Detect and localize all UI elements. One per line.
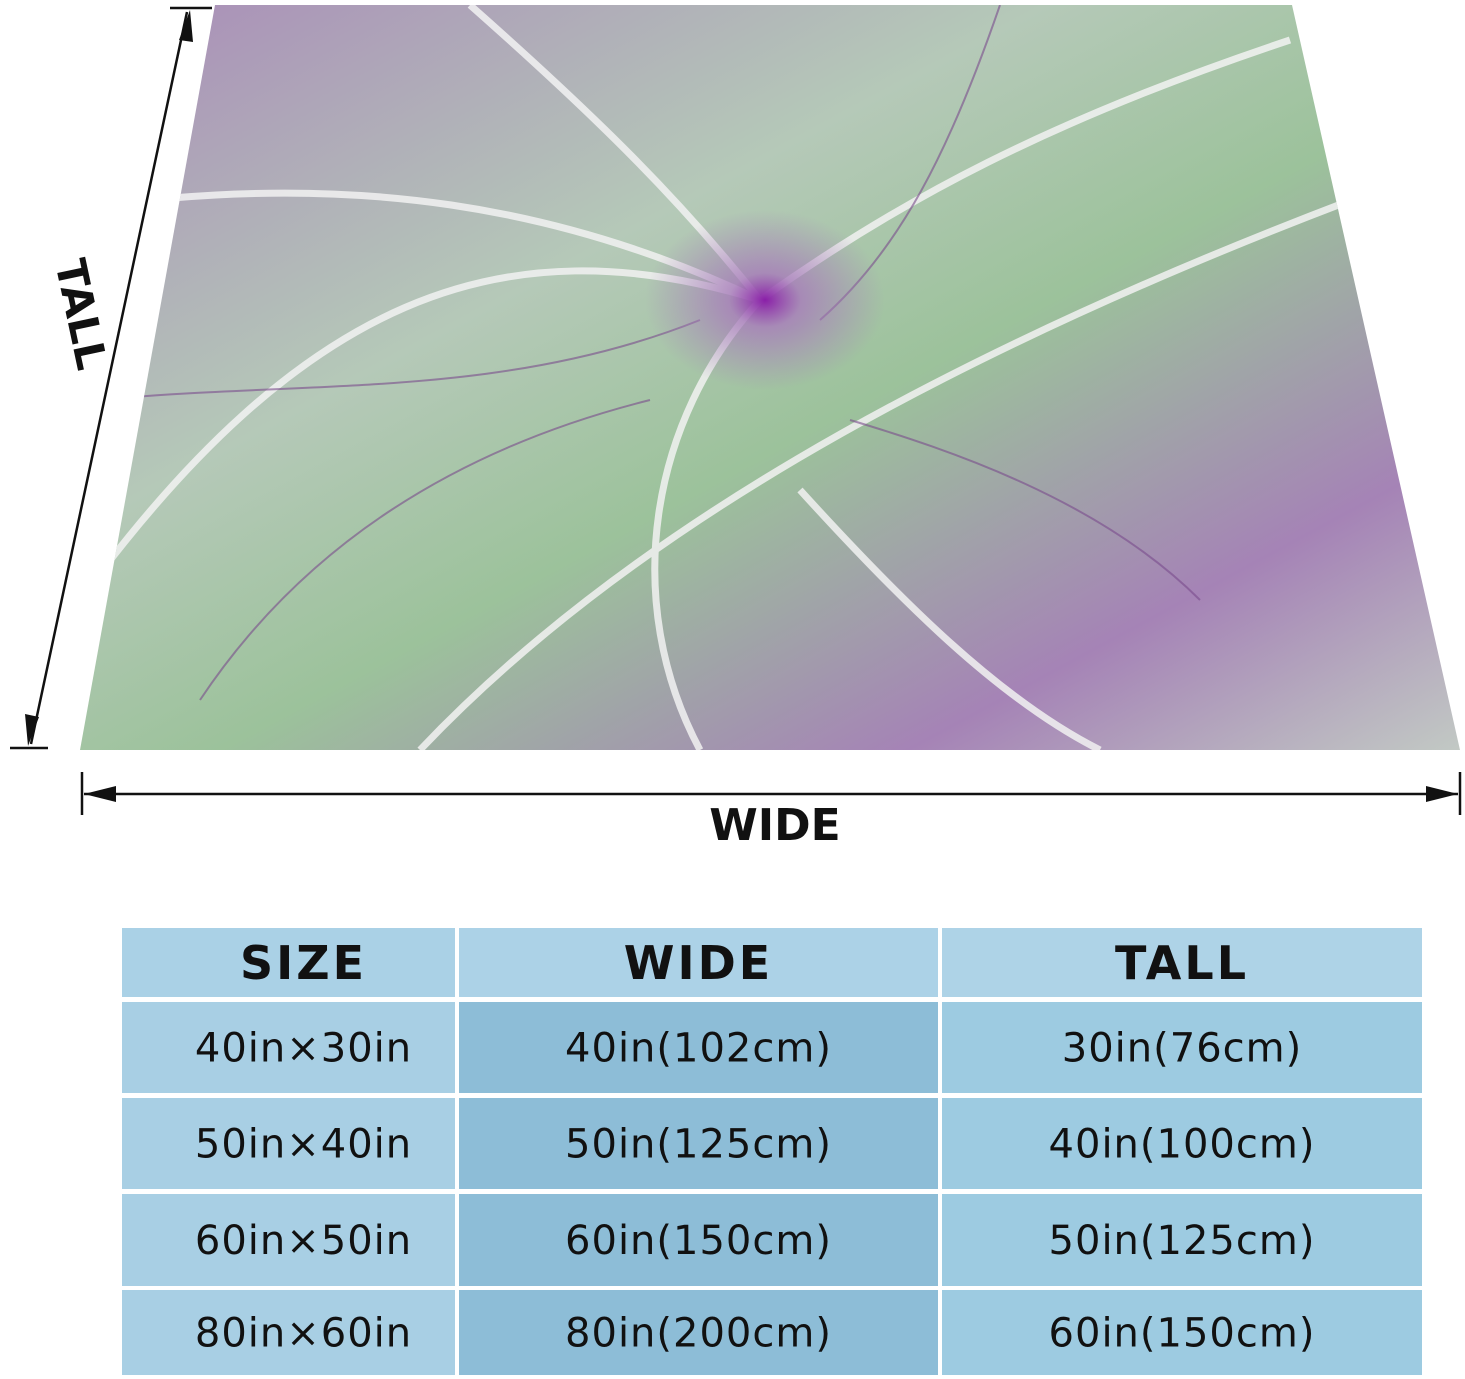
cell-text: 80in×60in bbox=[195, 1311, 412, 1357]
size-table: SIZE WIDE TALL 40in×30in 40in(102cm) 30in(76c… bbox=[122, 928, 1422, 1375]
table-cell bbox=[942, 1194, 1422, 1286]
table-cell bbox=[942, 1002, 1422, 1093]
table-cell bbox=[942, 1290, 1422, 1375]
cell-text: 40in×30in bbox=[195, 1026, 412, 1072]
cell-text: 40in(100cm) bbox=[1049, 1122, 1316, 1168]
cell-text: 60in×50in bbox=[195, 1218, 412, 1264]
table-cell bbox=[122, 1002, 455, 1093]
table-cell bbox=[459, 1290, 938, 1375]
table-cell bbox=[122, 1290, 455, 1375]
cell-text: 60in(150cm) bbox=[565, 1218, 832, 1264]
header-cell bbox=[459, 928, 938, 997]
tall-label: TALL bbox=[45, 255, 116, 374]
cell-text: 40in(102cm) bbox=[565, 1026, 832, 1072]
table-cell bbox=[122, 1194, 455, 1286]
wide-label: WIDE bbox=[709, 800, 840, 851]
cell-text: 50in(125cm) bbox=[1049, 1218, 1316, 1264]
blanket bbox=[80, 5, 1460, 750]
cell-text: 50in×40in bbox=[195, 1122, 412, 1168]
table-cell bbox=[459, 1098, 938, 1189]
header-cell bbox=[122, 928, 455, 997]
cell-text: 30in(76cm) bbox=[1062, 1026, 1302, 1072]
header-text: TALL bbox=[1115, 936, 1249, 990]
tall-arrow bbox=[10, 6, 212, 750]
cell-text: 50in(125cm) bbox=[565, 1122, 832, 1168]
header-cell bbox=[942, 928, 1422, 997]
table-cell bbox=[459, 1194, 938, 1286]
cell-text: 80in(200cm) bbox=[565, 1311, 832, 1357]
cell-text: 60in(150cm) bbox=[1049, 1311, 1316, 1357]
table-cell bbox=[942, 1098, 1422, 1189]
wide-arrow bbox=[80, 772, 1462, 815]
header-text: WIDE bbox=[624, 936, 773, 990]
table-cell bbox=[122, 1098, 455, 1189]
table-cell bbox=[459, 1002, 938, 1093]
header-text: SIZE bbox=[240, 936, 367, 990]
